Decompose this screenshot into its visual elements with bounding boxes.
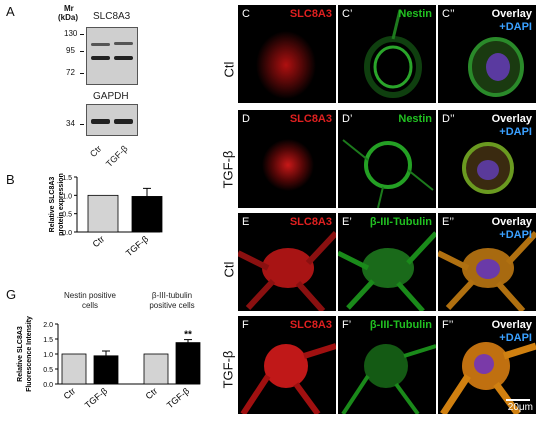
chart-g: 0.0 0.5 1.0 1.5 2.0 Relative SLC8A3 Fluorescen…	[17, 291, 201, 410]
y-tick-label: 1.0	[43, 352, 53, 359]
panel-letter: C’	[342, 8, 353, 20]
y-tick-label: 1.0	[62, 193, 72, 200]
panel-letter: D’	[342, 113, 353, 125]
image-e-slc8a3: E SLC8A3	[238, 213, 336, 311]
marker-130: 130	[64, 29, 78, 38]
y-axis-label: Relative SLC8A3	[49, 177, 56, 233]
panel-letter: D	[242, 113, 250, 125]
bar	[131, 196, 163, 233]
kda-label: (kDa)	[58, 13, 79, 22]
image-c-overlay: C’’ Overlay +DAPI	[438, 5, 536, 103]
blot-title-gapdh: GAPDH	[93, 91, 129, 102]
mr-label: Mr	[64, 4, 74, 13]
image-d-slc8a3: D SLC8A3	[238, 110, 336, 208]
image-d-overlay: D’’ Overlay +DAPI	[438, 110, 536, 208]
overlay-label: Overlay	[491, 216, 532, 228]
panel-label-b: B	[6, 172, 15, 187]
image-c-slc8a3: C SLC8A3	[238, 5, 336, 103]
panel-letter: C	[242, 8, 250, 20]
bar	[61, 353, 87, 385]
y-tick-label: 2.0	[43, 322, 53, 329]
y-tick-label: 0.5	[43, 367, 53, 374]
channel-label: β-III-Tubulin	[369, 319, 432, 331]
dapi-label: +DAPI	[499, 229, 532, 241]
y-axis-label: Fluorescence Intensity	[26, 316, 33, 392]
bar	[87, 194, 119, 233]
x-tick-label: Ctr	[62, 386, 78, 401]
panel-label-a: A	[6, 4, 15, 19]
panel-letter: C’’	[442, 8, 455, 20]
panel-letter: F’’	[442, 319, 454, 331]
image-f-tubulin: F’ β-III-Tubulin	[338, 316, 436, 414]
image-f-slc8a3: F SLC8A3	[238, 316, 336, 414]
blot-title-slc8a3: SLC8A3	[93, 11, 131, 22]
marker-34: 34	[66, 119, 75, 128]
panel-letter: E’	[342, 216, 352, 228]
channel-label: β-III-Tubulin	[369, 216, 432, 228]
row-label-1: Ctl	[221, 61, 237, 78]
x-tick-label: Ctr	[144, 386, 160, 401]
channel-label: Nestin	[398, 8, 432, 20]
marker-95: 95	[66, 46, 75, 55]
y-tick-label: 0.0	[43, 382, 53, 389]
x-tick-label: TGF-β	[124, 234, 150, 258]
channel-label: SLC8A3	[289, 216, 332, 228]
bar	[93, 355, 119, 385]
panel-letter: E	[242, 216, 250, 228]
dapi-label: +DAPI	[499, 21, 532, 33]
panel-letter: F’	[342, 319, 352, 331]
channel-label: SLC8A3	[289, 319, 332, 331]
image-e-tubulin: E’ β-III-Tubulin	[338, 213, 436, 311]
panel-letter: D’’	[442, 113, 455, 125]
y-tick-label: 1.5	[43, 337, 53, 344]
y-tick-label: 0.0	[62, 230, 72, 237]
group-label: Nestin positive	[64, 291, 117, 300]
panel-letter: F	[242, 319, 249, 331]
x-tick-label: TGF-β	[83, 386, 109, 410]
channel-label: Nestin	[398, 113, 432, 125]
marker-72: 72	[66, 68, 75, 77]
row-label-3: Ctl	[221, 261, 237, 278]
dapi-label: +DAPI	[499, 126, 532, 138]
y-tick-label: 0.5	[62, 212, 72, 219]
channel-label: SLC8A3	[289, 8, 332, 20]
group-label: positive cells	[149, 301, 194, 310]
image-c-nestin: C’ Nestin	[338, 5, 436, 103]
western-blot-slc8a3	[86, 27, 138, 85]
lane-ctr: Ctr	[88, 143, 104, 160]
y-axis-label: protein expression	[58, 173, 65, 236]
bar	[143, 353, 169, 385]
image-f-overlay: F’’ Overlay +DAPI 20μm	[438, 316, 536, 414]
panel-letter: E’’	[442, 216, 455, 228]
channel-label: SLC8A3	[289, 113, 332, 125]
overlay-label: Overlay	[491, 8, 532, 20]
x-tick-label: TGF-β	[165, 386, 191, 410]
lane-tgfb: TGF-β	[104, 143, 130, 170]
significance-annotation: **	[184, 330, 192, 341]
image-d-nestin: D’ Nestin	[338, 110, 436, 208]
group-label: β-III-tubulin	[152, 291, 192, 300]
overlay-label: Overlay	[491, 113, 532, 125]
x-tick-label: Ctr	[91, 234, 107, 249]
scale-bar-label: 20μm	[507, 402, 533, 413]
row-label-2: TGF-β	[220, 150, 236, 189]
overlay-label: Overlay	[491, 319, 532, 331]
y-tick-label: 1.5	[62, 175, 72, 182]
group-label: cells	[82, 301, 98, 310]
panel-label-g: G	[6, 287, 17, 302]
bar	[175, 342, 201, 385]
image-e-overlay: E’’ Overlay +DAPI	[438, 213, 536, 311]
dapi-label: +DAPI	[499, 332, 532, 344]
row-label-4: TGF-β	[220, 350, 236, 389]
scale-bar	[506, 399, 530, 401]
western-blot-gapdh	[86, 104, 138, 136]
chart-b: 0.0 0.5 1.0 1.5 Relative SLC8A3 protein expre…	[49, 173, 163, 258]
y-axis-label: Relative SLC8A3	[17, 326, 24, 382]
